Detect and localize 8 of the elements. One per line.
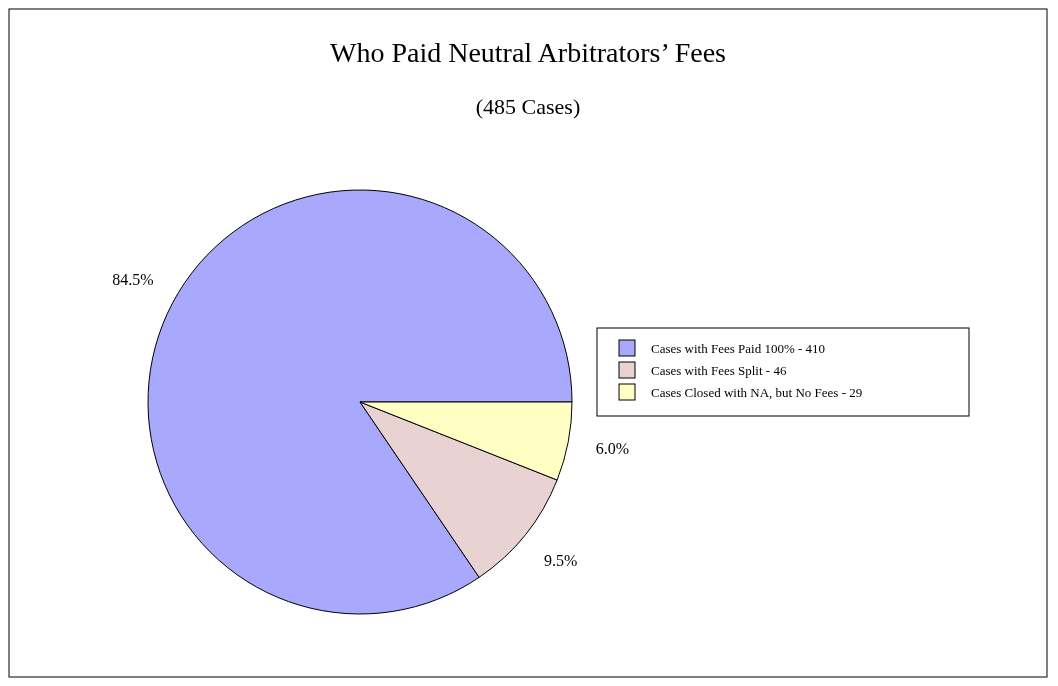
legend-label: Cases with Fees Split - 46	[651, 363, 787, 378]
chart-title: Who Paid Neutral Arbitrators’ Fees	[329, 37, 727, 68]
data-label: 84.5%	[112, 271, 154, 289]
legend-label: Cases with Fees Paid 100% - 410	[651, 341, 826, 356]
data-label: 9.5%	[543, 552, 578, 570]
legend-label: Cases Closed with NA, but No Fees - 29	[651, 385, 863, 400]
data-label: 6.0%	[595, 439, 630, 457]
chart-subtitle: (485 Cases)	[475, 94, 581, 119]
